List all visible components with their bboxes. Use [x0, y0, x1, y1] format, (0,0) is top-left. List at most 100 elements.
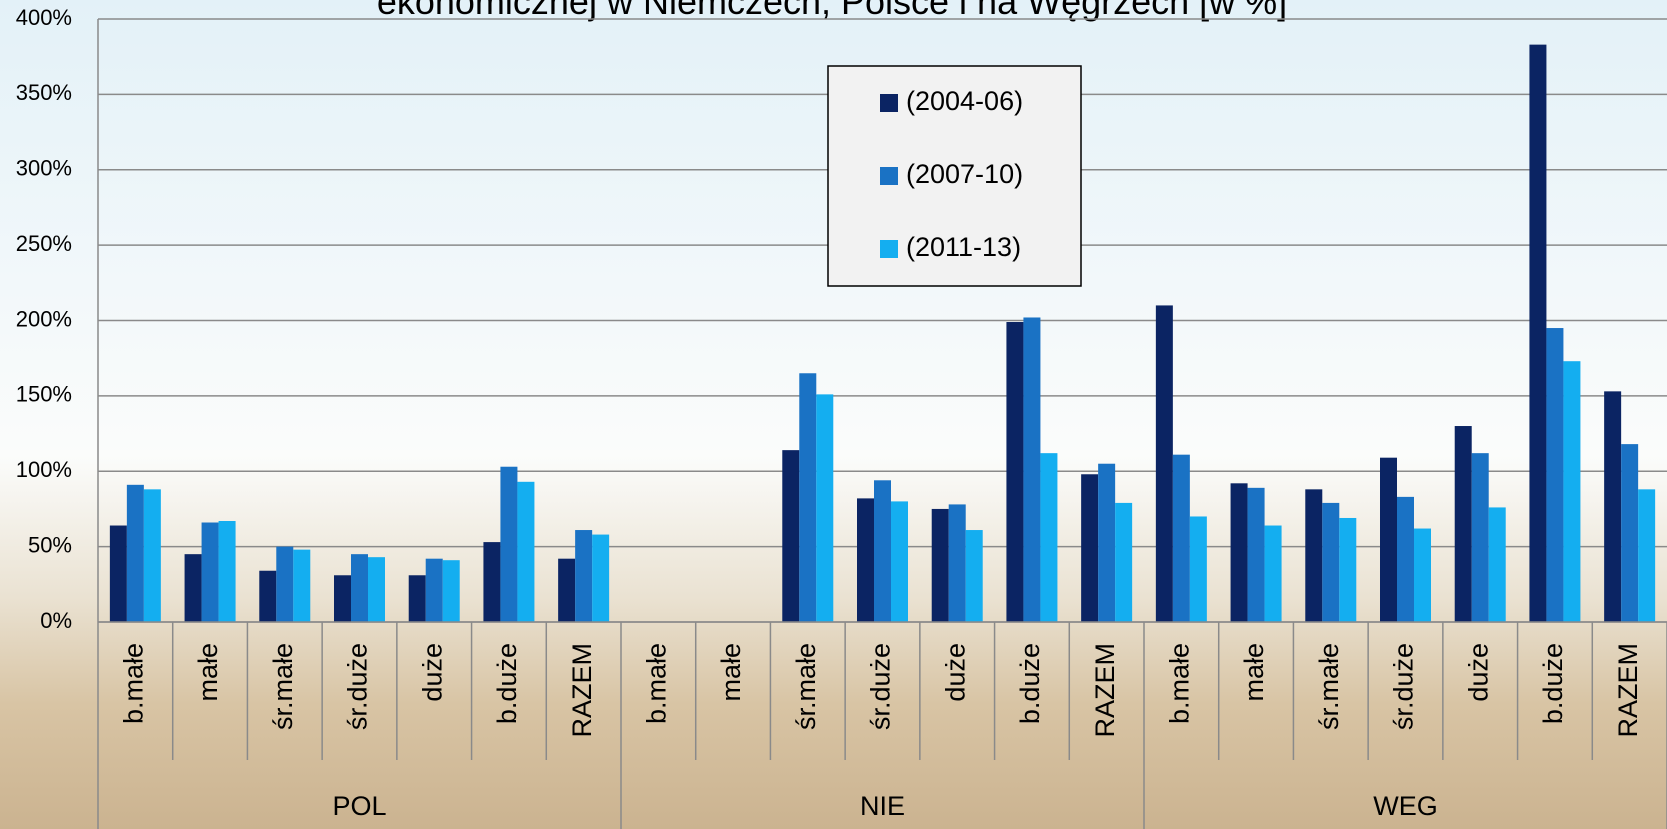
x-tick-label: b.duże	[1015, 643, 1045, 724]
bar	[1264, 525, 1282, 622]
legend-box	[827, 65, 1082, 287]
chart-title: ekonomicznej w Niemczech, Polsce i na Wę…	[377, 0, 1287, 22]
bar	[1414, 528, 1431, 622]
bar	[201, 522, 219, 622]
legend-swatch	[880, 240, 898, 258]
x-tick-label: b.duże	[492, 643, 522, 724]
bar	[1230, 483, 1248, 622]
bar	[1189, 516, 1207, 622]
legend-swatch	[880, 167, 898, 185]
group-label: NIE	[860, 791, 905, 821]
bar	[408, 575, 426, 622]
y-tick-label: 350%	[16, 80, 72, 105]
bar	[1155, 305, 1173, 622]
x-tick-label: śr.duże	[343, 643, 373, 730]
bar	[1098, 463, 1116, 622]
bar	[259, 570, 277, 622]
bar	[1621, 444, 1639, 622]
bar	[517, 481, 535, 622]
x-tick-label: małe	[1239, 643, 1269, 702]
bar	[1322, 502, 1340, 622]
bar	[575, 530, 593, 622]
bar	[1023, 317, 1041, 622]
bar	[1380, 457, 1397, 622]
x-tick-label: śr.małe	[268, 643, 298, 730]
bar	[948, 504, 966, 622]
bar	[1339, 517, 1357, 622]
x-tick-label: małe	[716, 643, 746, 702]
y-tick-label: 250%	[16, 231, 72, 256]
bar	[1563, 361, 1581, 622]
x-tick-label: b.duże	[1538, 643, 1568, 724]
bar	[1471, 453, 1489, 622]
bar	[1247, 487, 1265, 622]
bar	[334, 575, 351, 622]
bar	[1488, 507, 1506, 622]
bar	[799, 373, 817, 622]
bar	[965, 530, 983, 622]
bar	[874, 480, 891, 622]
bar	[500, 466, 518, 622]
group-label: WEG	[1373, 791, 1438, 821]
bar	[351, 554, 368, 622]
x-tick-label: RAZEM	[1613, 643, 1643, 738]
bar	[782, 450, 800, 622]
bar	[109, 525, 127, 622]
bar	[483, 542, 501, 622]
bar	[143, 489, 161, 622]
y-tick-label: 50%	[28, 532, 72, 557]
bar	[368, 557, 385, 622]
bar	[276, 546, 294, 622]
bar	[293, 549, 311, 622]
bar	[1546, 328, 1564, 622]
y-tick-label: 400%	[16, 5, 72, 30]
x-tick-label: małe	[193, 643, 223, 702]
legend-label: (2011-13)	[906, 232, 1021, 262]
bar	[558, 558, 576, 622]
x-tick-label: b.małe	[641, 643, 671, 724]
bar	[1638, 489, 1656, 622]
y-tick-label: 300%	[16, 156, 72, 181]
x-tick-label: śr.duże	[866, 643, 896, 730]
bar	[1172, 454, 1190, 622]
bar	[126, 484, 144, 622]
x-tick-label: duże	[940, 643, 970, 702]
bar	[857, 498, 874, 622]
bar	[1604, 391, 1622, 622]
bar	[592, 534, 610, 622]
x-tick-label: śr.małe	[1314, 643, 1344, 730]
group-label: POL	[332, 791, 386, 821]
bar	[1115, 502, 1133, 622]
bar	[931, 508, 949, 622]
x-tick-label: RAZEM	[567, 643, 597, 738]
bar	[218, 520, 236, 622]
y-tick-label: 0%	[40, 608, 72, 633]
y-tick-label: 200%	[16, 306, 72, 331]
bar	[425, 558, 443, 622]
bar	[1397, 496, 1414, 622]
x-tick-label: duże	[1463, 643, 1493, 702]
x-tick-label: b.małe	[1164, 643, 1194, 724]
legend-label: (2007-10)	[906, 159, 1023, 189]
bar	[442, 560, 460, 622]
x-tick-label: b.małe	[118, 643, 148, 724]
x-tick-label: śr.duże	[1389, 643, 1419, 730]
y-tick-label: 150%	[16, 382, 72, 407]
bar	[1454, 426, 1472, 622]
x-tick-label: duże	[417, 643, 447, 702]
legend-swatch	[880, 94, 898, 112]
bar	[1040, 453, 1058, 622]
legend-label: (2004-06)	[906, 86, 1023, 116]
bar	[1081, 474, 1099, 622]
y-tick-label: 100%	[16, 457, 72, 482]
x-tick-label: RAZEM	[1090, 643, 1120, 738]
bar	[184, 554, 202, 622]
bar	[1305, 489, 1323, 622]
bar	[891, 501, 908, 622]
bar	[1529, 44, 1547, 622]
bar	[1006, 322, 1024, 622]
x-tick-label: śr.małe	[791, 643, 821, 730]
bar	[816, 394, 834, 622]
